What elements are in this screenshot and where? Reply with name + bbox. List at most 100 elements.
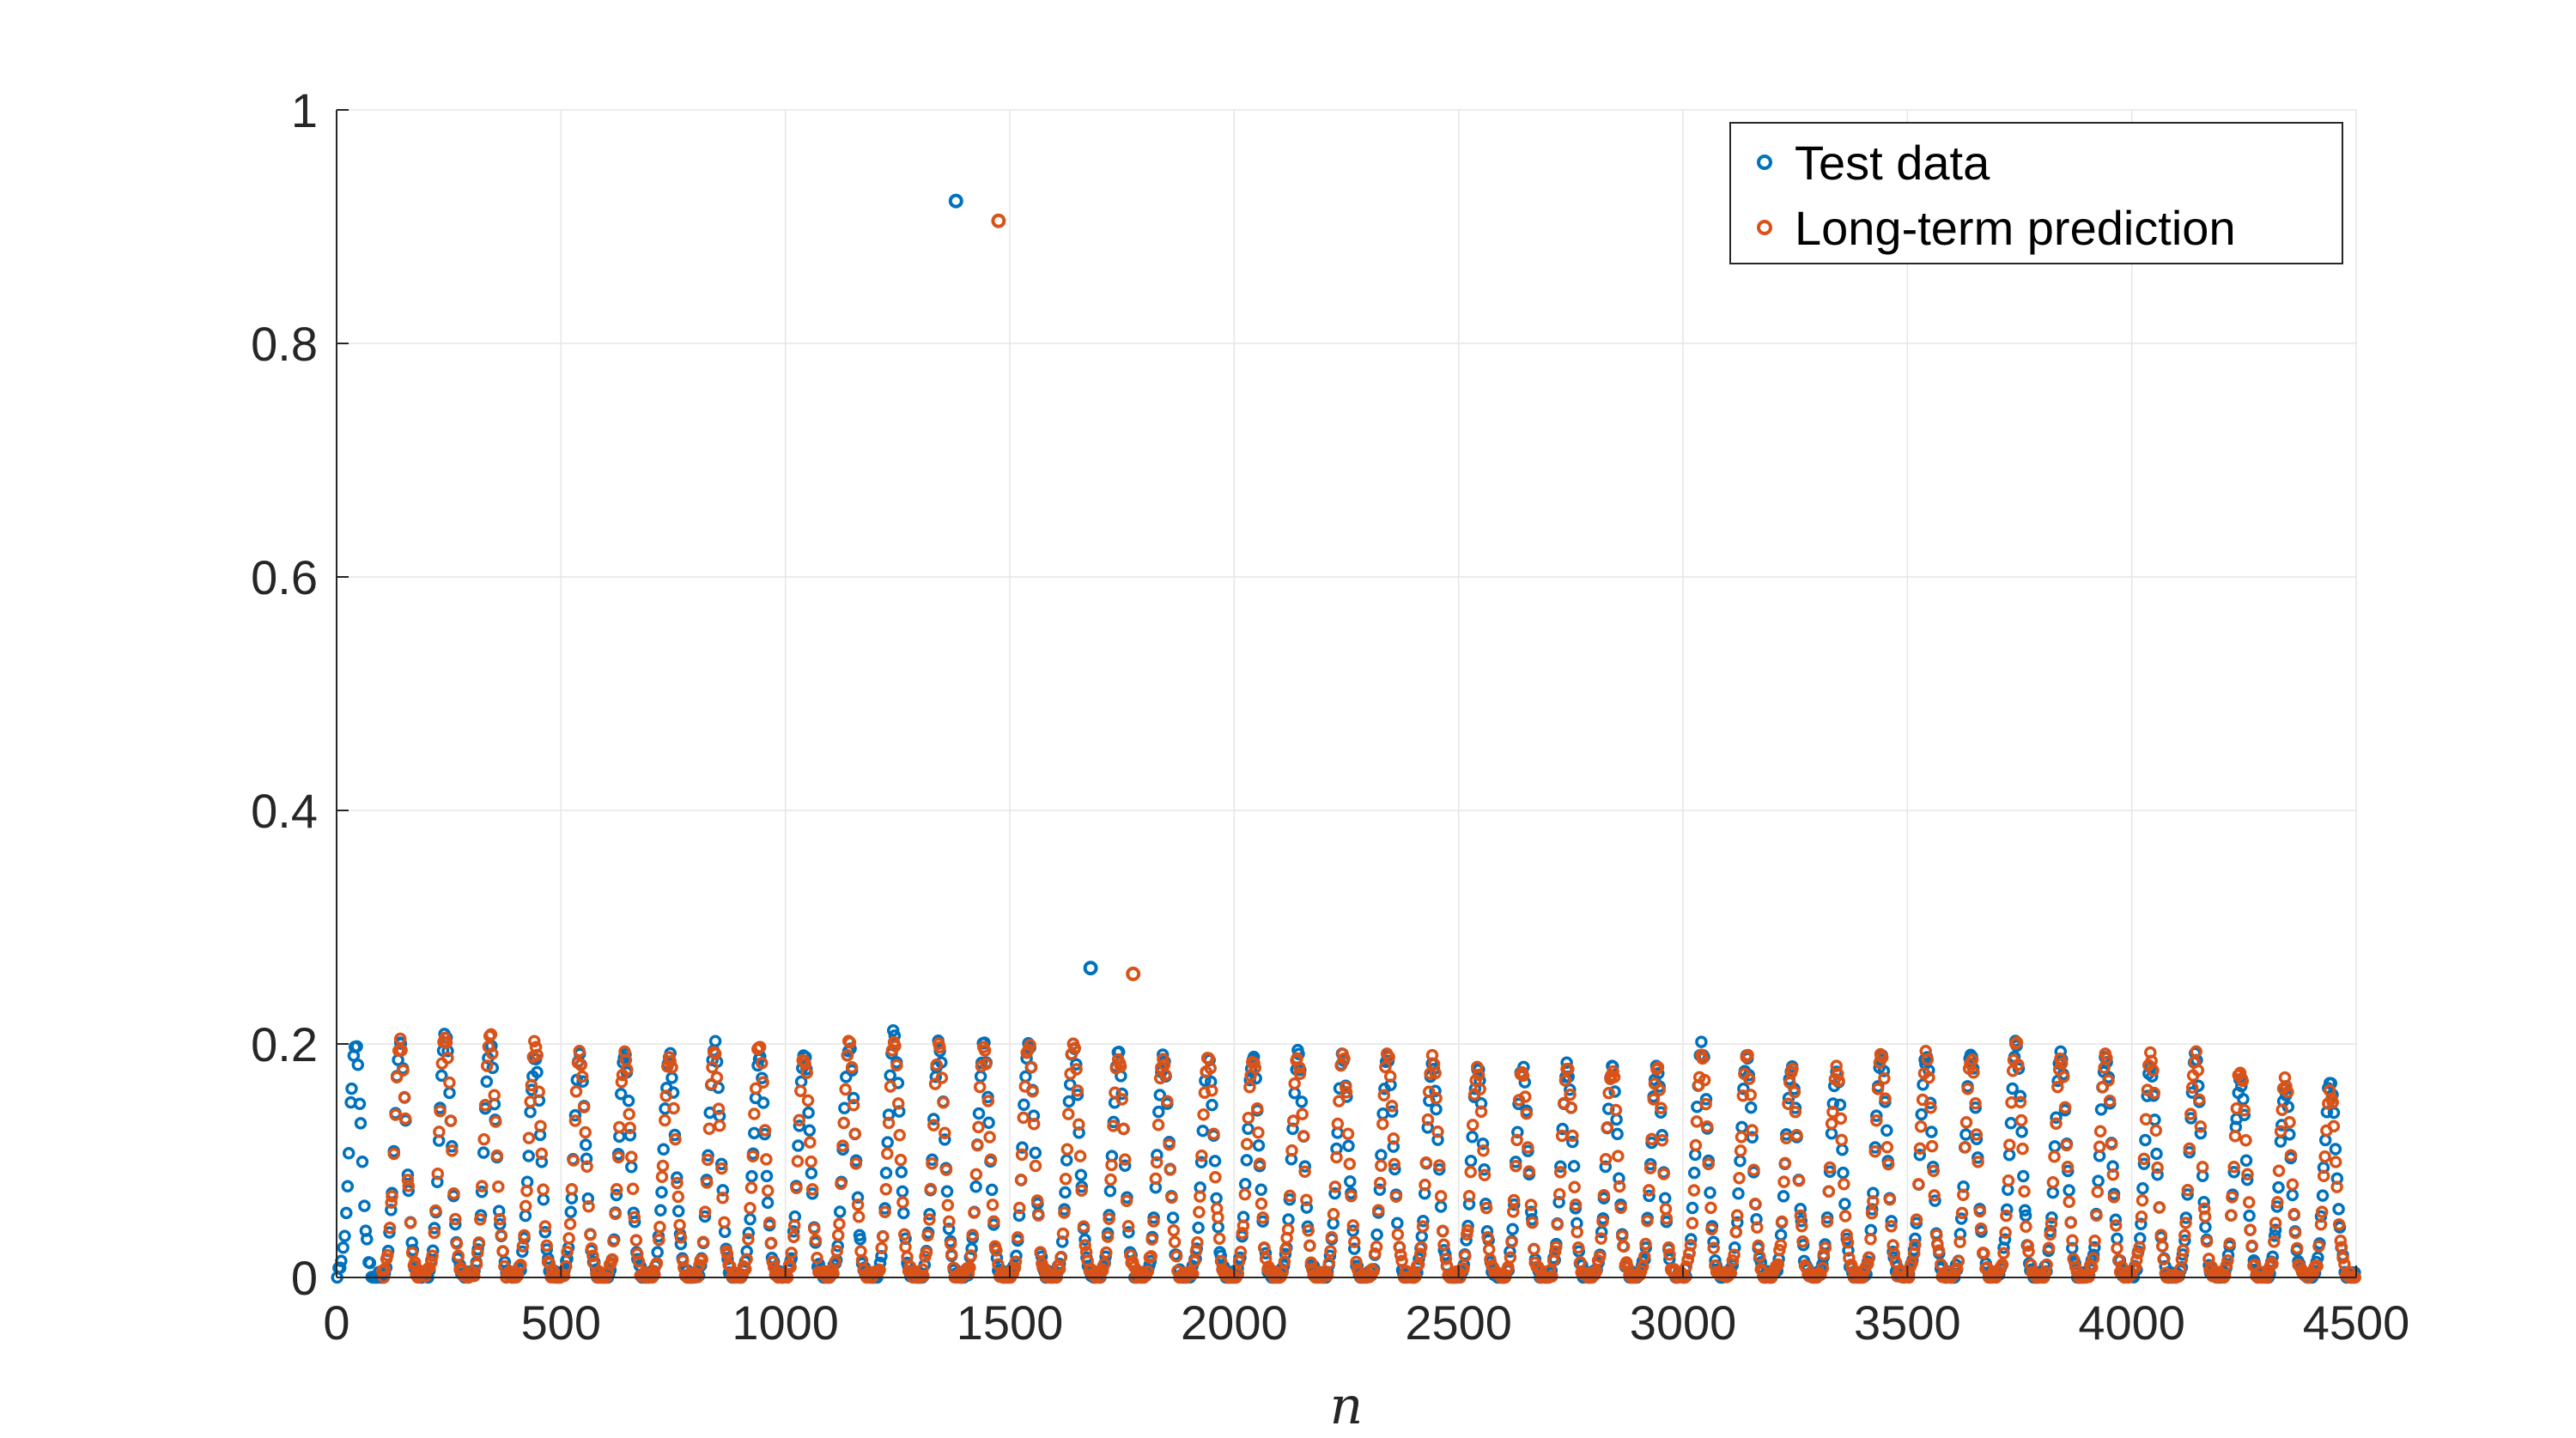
data-point xyxy=(531,1065,544,1079)
data-point xyxy=(785,1247,798,1259)
data-point xyxy=(2021,1239,2034,1253)
data-point xyxy=(1015,1148,1029,1162)
data-point xyxy=(1522,1141,1534,1154)
data-point xyxy=(626,1182,640,1196)
data-point xyxy=(2014,1089,2027,1103)
data-point xyxy=(744,1181,758,1194)
data-point xyxy=(1564,1101,1577,1114)
data-point xyxy=(968,1206,981,1219)
data-point xyxy=(1206,1098,1218,1112)
outlier-point xyxy=(991,213,1006,228)
data-point xyxy=(381,1248,394,1262)
data-point xyxy=(2290,1241,2304,1255)
data-point xyxy=(2315,1205,2329,1218)
data-point xyxy=(748,1107,761,1120)
data-point xyxy=(1823,1165,1837,1179)
data-point xyxy=(1070,1063,1083,1076)
data-point xyxy=(706,1061,719,1074)
data-point xyxy=(2179,1217,2192,1229)
data-point xyxy=(1612,1150,1625,1162)
data-point xyxy=(2274,1125,2287,1138)
data-point xyxy=(657,1143,670,1156)
data-point xyxy=(1704,1186,1716,1199)
data-point xyxy=(1077,1220,1091,1233)
data-point xyxy=(355,1156,369,1168)
data-point xyxy=(926,1157,939,1170)
data-point xyxy=(2137,1157,2151,1171)
data-point xyxy=(2102,1074,2115,1087)
data-point xyxy=(1657,1168,1670,1180)
data-point xyxy=(2000,1209,2013,1223)
data-point xyxy=(895,1165,908,1179)
data-point xyxy=(537,1183,550,1196)
data-point xyxy=(383,1226,396,1239)
data-point xyxy=(1258,1241,1271,1254)
data-point xyxy=(1165,1191,1178,1204)
data-point xyxy=(1913,1149,1927,1162)
data-point xyxy=(1867,1195,1880,1208)
data-point xyxy=(2151,1161,2164,1174)
data-point xyxy=(710,1071,724,1084)
data-point xyxy=(831,1229,845,1242)
data-point xyxy=(2015,1126,2028,1138)
data-point xyxy=(802,1106,815,1119)
data-point xyxy=(1242,1111,1255,1125)
data-point xyxy=(1732,1187,1745,1200)
data-point xyxy=(1279,1247,1292,1261)
data-point xyxy=(1611,1127,1624,1141)
data-point xyxy=(580,1160,593,1174)
data-point xyxy=(1643,1162,1657,1174)
data-point xyxy=(444,1114,458,1127)
data-point xyxy=(1430,1091,1443,1105)
data-point xyxy=(2327,1119,2341,1133)
data-point xyxy=(939,1163,953,1176)
data-point xyxy=(582,1200,595,1213)
data-point xyxy=(1553,1166,1567,1179)
data-point xyxy=(1054,1251,1067,1264)
data-point xyxy=(1879,1092,1892,1105)
data-point xyxy=(1024,1060,1038,1074)
data-point xyxy=(939,1133,951,1146)
data-point xyxy=(677,1254,690,1267)
data-point xyxy=(1789,1105,1802,1119)
data-point xyxy=(923,1208,936,1221)
data-point xyxy=(1194,1190,1206,1203)
data-point xyxy=(2271,1196,2284,1209)
data-point xyxy=(1978,1247,1990,1259)
data-point xyxy=(1931,1238,1944,1252)
data-point xyxy=(441,1052,454,1065)
data-point xyxy=(615,1075,629,1089)
data-point xyxy=(1746,1124,1759,1137)
data-point xyxy=(1167,1223,1181,1237)
data-point xyxy=(1967,1066,1980,1079)
data-point xyxy=(1029,1146,1042,1160)
data-point xyxy=(1249,1061,1262,1075)
data-point xyxy=(744,1212,756,1226)
data-point xyxy=(1747,1163,1760,1177)
data-point xyxy=(2314,1218,2328,1231)
data-point xyxy=(1639,1237,1652,1251)
data-point xyxy=(476,1180,489,1192)
data-point xyxy=(575,1070,589,1083)
y-tick-label: 0.6 xyxy=(251,550,318,604)
data-point xyxy=(791,1155,805,1168)
data-point xyxy=(805,1167,818,1180)
data-point xyxy=(1303,1239,1316,1253)
data-point xyxy=(1147,1215,1160,1228)
data-point xyxy=(2135,1217,2148,1231)
data-point xyxy=(1152,1105,1165,1119)
data-point xyxy=(338,1229,351,1242)
data-point xyxy=(1647,1093,1661,1106)
data-point xyxy=(1342,1139,1355,1153)
data-point xyxy=(1728,1241,1741,1254)
data-point xyxy=(1687,1166,1701,1180)
data-point xyxy=(1822,1185,1836,1198)
data-point xyxy=(2226,1191,2239,1204)
data-point xyxy=(540,1239,553,1253)
data-point xyxy=(1870,1109,1883,1122)
data-point xyxy=(878,1205,891,1218)
data-point xyxy=(1281,1223,1295,1236)
data-point xyxy=(363,1256,377,1270)
data-point xyxy=(538,1220,552,1233)
